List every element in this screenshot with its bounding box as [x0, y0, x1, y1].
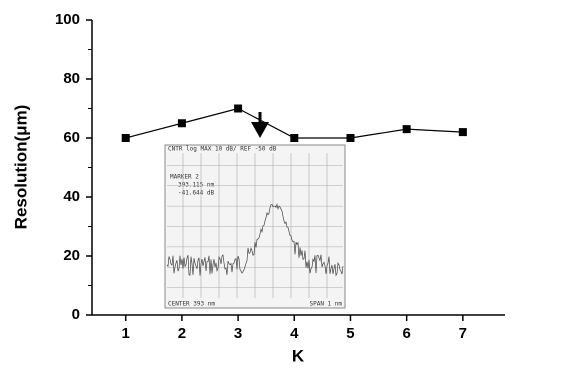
inset-center: CENTER 393 nm	[168, 301, 215, 308]
x-tick-label: 5	[346, 325, 354, 342]
inset-span: SPAN 1 nm	[309, 301, 342, 308]
x-tick-label: 3	[234, 325, 242, 342]
y-tick-label: 40	[63, 188, 80, 205]
inset-marker: MARKER 2	[170, 174, 199, 181]
data-point	[122, 134, 130, 142]
inset-wavelength: 393.115 nm	[178, 182, 215, 189]
y-tick-label: 20	[63, 247, 80, 264]
y-tick-label: 60	[63, 129, 80, 146]
data-point	[234, 105, 242, 113]
data-point	[178, 119, 186, 127]
x-axis-label: K	[292, 346, 305, 365]
data-point	[346, 134, 354, 142]
arrow-head	[251, 122, 269, 138]
chart: K Resolution(μm) CNTR log MAX 10 dB/ REF…	[0, 0, 562, 369]
inset-spectrum: CNTR log MAX 10 dB/ REF -50 dB MARKER 2 …	[165, 145, 345, 308]
x-tick-label: 2	[178, 325, 186, 342]
inset-level: -41.644 dB	[178, 190, 215, 197]
y-tick-label: 0	[72, 306, 80, 323]
x-tick-label: 7	[459, 325, 467, 342]
series-line	[126, 109, 463, 139]
y-tick-label: 80	[63, 70, 80, 87]
x-tick-label: 4	[290, 325, 299, 342]
y-tick-label: 100	[55, 11, 80, 28]
inset-header: CNTR log MAX 10 dB/ REF -50 dB	[168, 146, 277, 153]
y-axis-label: Resolution(μm)	[11, 105, 30, 230]
data-point	[459, 128, 467, 136]
data-point	[403, 125, 411, 133]
x-tick-label: 1	[122, 325, 130, 342]
x-tick-label: 6	[402, 325, 410, 342]
data-point	[290, 134, 298, 142]
